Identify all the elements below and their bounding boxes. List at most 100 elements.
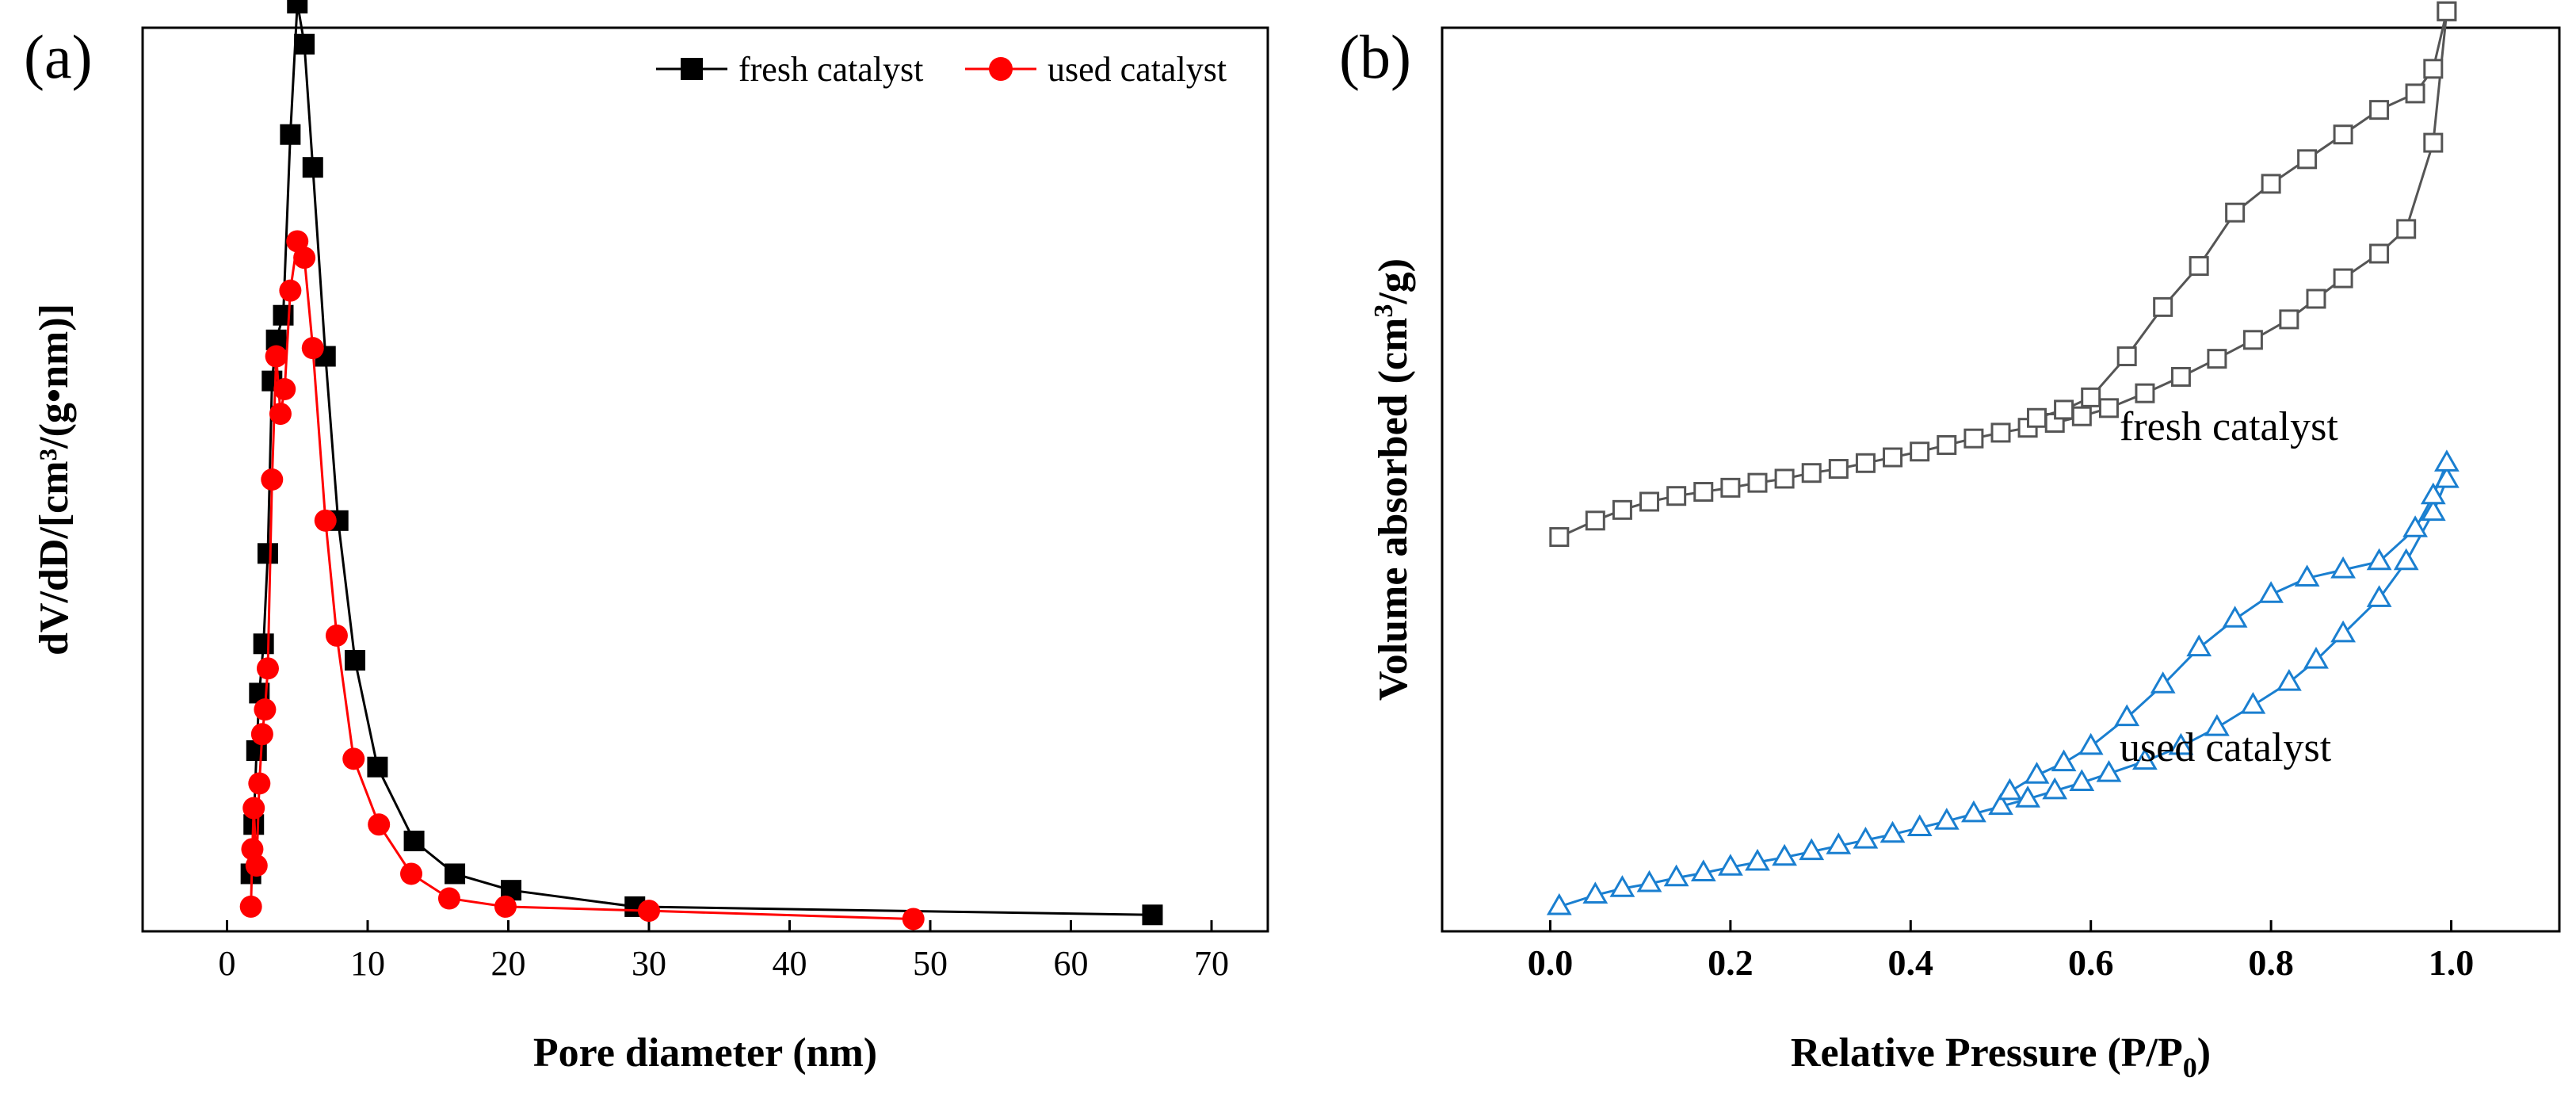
data-point	[1693, 482, 1714, 503]
x-tick-label: 0.6	[2068, 942, 2114, 983]
data-point	[2222, 606, 2248, 628]
data-point	[2279, 309, 2299, 330]
data-point	[280, 124, 301, 145]
data-point	[2054, 399, 2074, 420]
data-point	[2225, 202, 2246, 223]
panel-b-y-axis-title-main: Volume absorbed (cm	[1371, 318, 1416, 701]
data-point	[1609, 875, 1635, 897]
data-point	[253, 633, 274, 655]
data-point	[2170, 366, 2191, 387]
series-used-catalyst	[239, 230, 925, 931]
panel-b-x-axis-title-end: )	[2197, 1030, 2211, 1076]
data-point	[445, 863, 466, 885]
x-tick-label: 0.0	[1528, 942, 1574, 983]
annotation-fresh-catalyst: fresh catalyst	[2120, 404, 2338, 449]
data-point	[2330, 620, 2356, 643]
data-point	[1745, 848, 1770, 871]
data-point	[2150, 671, 2176, 694]
data-point	[1582, 881, 1609, 904]
panel-b-y-axis-title-sup: 3	[1369, 304, 1399, 318]
data-point	[2153, 296, 2173, 317]
data-point	[1997, 778, 2023, 801]
data-point	[2434, 449, 2460, 472]
data-point	[638, 900, 660, 923]
panel-b-y-axis-title-end: /g)	[1371, 258, 1416, 305]
data-point	[1549, 527, 1570, 548]
data-point	[2420, 482, 2446, 505]
data-point	[1826, 832, 1852, 854]
series-line	[250, 2, 1153, 916]
data-point	[1747, 472, 1768, 493]
data-point	[1718, 854, 1743, 876]
data-point	[2207, 349, 2227, 369]
data-point	[1772, 843, 1797, 866]
data-point	[2423, 132, 2444, 153]
data-point	[261, 468, 284, 491]
data-point	[494, 895, 517, 918]
panel-b-x-axis-title-main: Relative Pressure (P/P	[1791, 1030, 2183, 1076]
data-point	[2051, 749, 2077, 772]
x-tick-label: 0.2	[1708, 942, 1754, 983]
data-point	[279, 279, 302, 302]
data-point	[2276, 668, 2302, 691]
panel-b-x-axis-title: Relative Pressure (P/P0)	[1791, 1030, 2211, 1083]
data-point	[2437, 1, 2457, 21]
x-tick-label: 0.8	[2248, 942, 2294, 983]
panel-b-plot-frame	[1441, 26, 2561, 933]
data-point	[2330, 556, 2356, 579]
data-point	[2098, 398, 2119, 418]
panel-a-series	[239, 0, 1163, 931]
series-used-catalyst-adsorption	[1546, 465, 2460, 915]
data-point	[400, 862, 423, 885]
x-tick-label: 0	[219, 944, 236, 983]
data-point	[2366, 585, 2392, 607]
data-point	[2297, 149, 2318, 170]
data-point	[2015, 785, 2040, 808]
data-point	[1799, 838, 1825, 861]
data-point	[1142, 904, 1163, 926]
data-point	[248, 772, 271, 795]
data-point	[2024, 762, 2050, 784]
data-point	[1906, 814, 1933, 836]
x-tick-label: 1.0	[2429, 942, 2475, 983]
panel-b-x-axis-title-sub: 0	[2183, 1052, 2197, 1083]
data-point	[1880, 820, 1906, 843]
data-point	[293, 246, 316, 269]
data-point	[403, 831, 425, 851]
data-point	[1585, 510, 1605, 531]
data-point	[2240, 691, 2266, 714]
panel-a-label: (a)	[24, 22, 93, 91]
series-line	[1559, 479, 2448, 908]
series-used-catalyst-desorption	[1997, 449, 2460, 801]
data-point	[301, 337, 324, 360]
panel-b: (b) 0.0 0.2 0.4 0.6 0.8 1.0 Relative Pressure…	[1339, 1, 2561, 1083]
data-point	[2303, 646, 2329, 669]
data-point	[239, 895, 262, 918]
data-point	[294, 33, 315, 55]
data-point	[2366, 548, 2392, 571]
data-point	[265, 345, 288, 368]
data-point	[2186, 634, 2212, 657]
data-point	[2135, 383, 2155, 403]
data-point	[2242, 330, 2263, 350]
data-point	[269, 403, 292, 426]
panel-a-y-axis-title: dV/dD/[cm³/(g•nm)]	[32, 304, 77, 655]
legend-used-label: used catalyst	[1048, 50, 1227, 89]
annotation-used-catalyst: used catalyst	[2120, 725, 2332, 770]
data-point	[1636, 869, 1662, 892]
data-point	[2333, 124, 2353, 145]
data-point	[2116, 346, 2137, 367]
data-point	[1666, 486, 1687, 506]
data-point	[2132, 747, 2158, 770]
x-tick-label: 40	[773, 944, 807, 983]
data-point	[902, 908, 925, 931]
data-point	[2042, 777, 2068, 800]
data-point	[1961, 800, 1986, 823]
data-point	[2258, 581, 2284, 603]
panel-a: (a) 0 10 20 30 40 50 60 70 Pore diameter (nm) d…	[24, 0, 1269, 1076]
data-point	[2204, 713, 2230, 736]
data-point	[325, 624, 348, 647]
panel-b-series	[1546, 1, 2460, 915]
series-fresh-catalyst-desorption	[2026, 1, 2457, 428]
